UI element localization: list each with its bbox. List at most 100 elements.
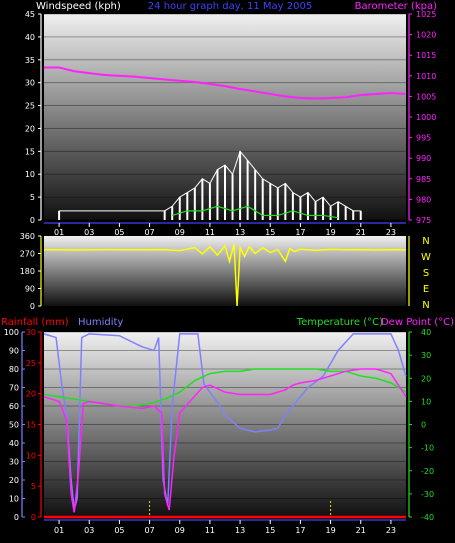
x-tick-label-panel1: 23 — [386, 228, 396, 237]
baro-tick-label: 1005 — [416, 92, 436, 101]
humidity-y-axis: 0 10 20 30 40 50 60 70 80 90 100 — [4, 328, 25, 522]
panel-wind-baro-grid — [44, 13, 406, 221]
x-tick-label-panel3: 01 — [54, 526, 64, 535]
baro-y-axis: 975 980 985 990 995 1000 1005 1010 1015 1020 1025 — [408, 10, 436, 225]
x-tick-label-panel3: 11 — [205, 526, 215, 535]
baro-tick-label: 1000 — [416, 113, 436, 122]
x-axis-panel3: 01 03 05 07 09 11 13 15 17 19 21 23 — [44, 519, 406, 535]
temperature-tick-label: -10 — [421, 444, 434, 453]
direction-tick-label: 360 — [20, 232, 35, 241]
x-tick-label-panel3: 13 — [235, 526, 245, 535]
x-tick-label-panel1: 09 — [175, 228, 185, 237]
x-tick-label-panel1: 19 — [325, 228, 335, 237]
x-axis-panel1: 01 03 05 07 09 11 13 15 17 19 21 23 — [44, 222, 406, 237]
wind-tick-label: 15 — [25, 147, 35, 156]
rain-tick-label: 20 — [26, 390, 36, 399]
temp-humidity-series — [43, 333, 407, 519]
x-tick-label-panel3: 03 — [84, 526, 94, 535]
wind-tick-label: 35 — [25, 56, 35, 65]
rain-tick-label: 15 — [26, 421, 36, 430]
x-tick-label-panel1: 05 — [114, 228, 124, 237]
x-tick-label-panel1: 17 — [295, 228, 305, 237]
humidity-tick-label: 50 — [9, 421, 19, 430]
barometer-line — [44, 66, 407, 100]
rain-tick-label: 30 — [26, 328, 36, 337]
direction-y-axis: 0 90 180 270 360 — [20, 232, 410, 311]
wind-axis-title: Windspeed (kph) — [36, 1, 121, 12]
baro-tick-label: 995 — [416, 134, 431, 143]
rain-y-axis: 0 5 10 15 20 25 30 — [26, 328, 42, 522]
temperature-tick-label: -20 — [421, 467, 434, 476]
humidity-tick-label: 0 — [14, 513, 19, 522]
rain-tick-label: 25 — [26, 359, 36, 368]
baro-tick-label: 975 — [416, 216, 431, 225]
temperature-tick-label: -40 — [421, 513, 434, 522]
humidity-tick-label: 100 — [4, 328, 19, 337]
x-tick-label-panel3: 15 — [265, 526, 275, 535]
x-tick-label-panel1: 13 — [235, 228, 245, 237]
temperature-tick-label: 20 — [421, 374, 431, 383]
x-tick-label-panel1: 15 — [265, 228, 275, 237]
temp-axis-title: Temperature (°C) — [296, 317, 383, 328]
graph-title: 24 hour graph day, 11 May 2005 — [148, 1, 312, 12]
temperature-tick-label: 0 — [421, 421, 426, 430]
x-tick-label-panel3: 17 — [295, 526, 305, 535]
x-tick-label-panel1: 01 — [54, 228, 64, 237]
wind-baro-series — [44, 66, 407, 220]
direction-tick-label: 270 — [20, 250, 35, 259]
wind-tick-label: 5 — [30, 193, 35, 202]
compass-label-w: W — [421, 252, 431, 263]
compass-label-s: S — [423, 268, 429, 279]
baro-tick-label: 985 — [416, 175, 431, 184]
direction-tick-label: 90 — [25, 285, 35, 294]
rain-axis-title: Rainfall (mm) — [1, 317, 69, 328]
baro-tick-label: 1015 — [416, 51, 436, 60]
humidity-tick-label: 10 — [9, 495, 19, 504]
humidity-tick-label: 30 — [9, 458, 19, 467]
x-tick-label-panel3: 23 — [386, 526, 396, 535]
wind-tick-label: 10 — [25, 170, 35, 179]
compass-label-n-top: N — [422, 236, 429, 247]
wind-tick-label: 30 — [25, 79, 35, 88]
rain-tick-label: 10 — [26, 451, 36, 460]
x-tick-label-panel1: 21 — [356, 228, 366, 237]
wind-average-line — [172, 205, 339, 219]
humidity-tick-label: 80 — [9, 365, 19, 374]
temperature-y-axis: -40 -30 -20 -10 0 10 20 30 40 — [408, 328, 434, 522]
baro-axis-title: Barometer (kpa) — [355, 1, 437, 12]
direction-tick-label: 180 — [20, 267, 35, 276]
panel-temp-humidity — [44, 332, 406, 517]
temperature-tick-label: -30 — [421, 490, 434, 499]
x-tick-label-panel1: 03 — [84, 228, 94, 237]
humidity-line — [43, 333, 407, 510]
temperature-tick-label: 30 — [421, 351, 431, 360]
temperature-tick-label: 10 — [421, 397, 431, 406]
direction-tick-label: 0 — [30, 302, 35, 311]
x-tick-label-panel1: 07 — [144, 228, 154, 237]
humidity-tick-label: 20 — [9, 476, 19, 485]
rain-tick-label: 5 — [31, 482, 36, 491]
humidity-tick-label: 90 — [9, 347, 19, 356]
rain-tick-label: 0 — [31, 513, 36, 522]
direction-series — [43, 243, 407, 307]
wind-gust-line — [59, 150, 361, 212]
direction-line — [43, 243, 407, 307]
x-tick-label-panel3: 21 — [356, 526, 366, 535]
baro-tick-label: 1010 — [416, 72, 436, 81]
humidity-tick-label: 60 — [9, 402, 19, 411]
direction-compass: N W S E N — [421, 236, 431, 311]
baro-tick-label: 1020 — [416, 31, 436, 40]
baro-tick-label: 1025 — [416, 10, 436, 19]
baro-tick-label: 990 — [416, 154, 431, 163]
wind-tick-label: 0 — [30, 216, 35, 225]
x-tick-label-panel3: 19 — [325, 526, 335, 535]
wind-y-axis: 0 5 10 15 20 25 30 35 40 45 — [25, 10, 42, 225]
x-tick-label-panel3: 07 — [144, 526, 154, 535]
wind-tick-label: 45 — [25, 10, 35, 19]
dew-axis-title: Dew Point (°C) — [381, 317, 454, 328]
wind-tick-label: 25 — [25, 102, 35, 111]
x-tick-label-panel1: 11 — [205, 228, 215, 237]
x-tick-label-panel3: 05 — [114, 526, 124, 535]
